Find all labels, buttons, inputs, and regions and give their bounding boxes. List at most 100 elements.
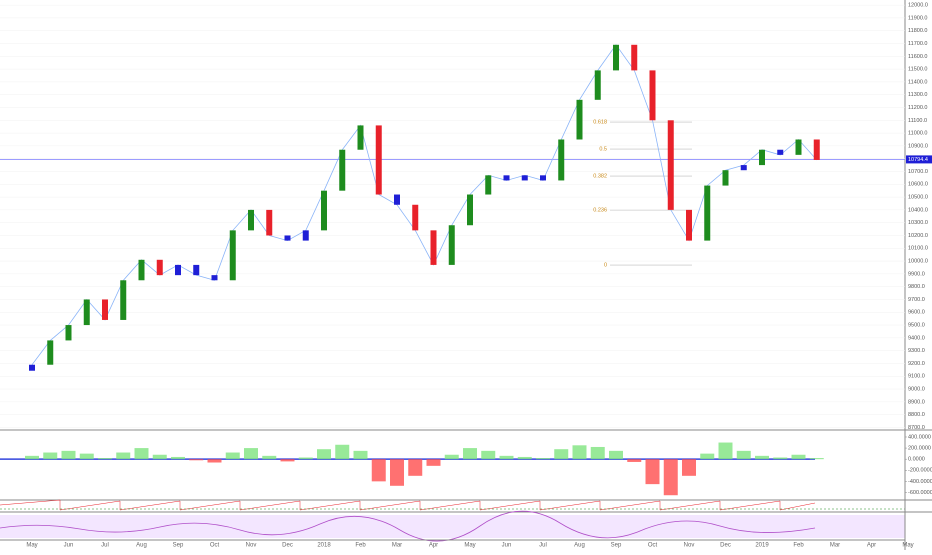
y-tick-label: 10400.0 bbox=[908, 207, 928, 213]
histogram-bar bbox=[444, 454, 459, 460]
y-tick-label: -600.0000 bbox=[908, 490, 932, 496]
histogram-bar bbox=[791, 454, 806, 460]
histogram-bar bbox=[645, 459, 660, 485]
candle bbox=[83, 299, 90, 326]
y-tick-label: 11600.0 bbox=[908, 54, 927, 60]
candle bbox=[521, 175, 528, 181]
candle bbox=[594, 70, 601, 100]
candle bbox=[722, 170, 729, 186]
y-tick-label: 11800.0 bbox=[908, 28, 927, 34]
x-tick-label: Feb bbox=[355, 543, 366, 549]
y-tick-label: 9300.0 bbox=[908, 348, 925, 354]
histogram-bar bbox=[736, 450, 751, 460]
y-tick-label: 9000.0 bbox=[908, 387, 925, 393]
y-tick-label: 11200.0 bbox=[908, 105, 927, 111]
x-tick-label: Aug bbox=[136, 543, 147, 549]
histogram-bar bbox=[517, 456, 532, 460]
histogram-bar bbox=[773, 457, 788, 460]
x-tick-label: Dec bbox=[720, 543, 731, 549]
candle bbox=[394, 194, 400, 205]
histogram-bar bbox=[499, 455, 514, 460]
x-tick-label: Sep bbox=[611, 543, 622, 549]
candle bbox=[649, 70, 656, 121]
candle bbox=[321, 190, 327, 231]
candle bbox=[813, 139, 820, 160]
candle bbox=[558, 139, 565, 181]
histogram-bar bbox=[244, 448, 258, 460]
rsi-line bbox=[0, 510, 816, 542]
candle bbox=[740, 165, 747, 171]
y-tick-label: 9100.0 bbox=[908, 374, 925, 380]
histogram-bar bbox=[298, 457, 313, 460]
y-tick-label: 10500.0 bbox=[908, 195, 928, 201]
histogram-bar bbox=[627, 459, 642, 462]
histogram-bar bbox=[554, 449, 569, 460]
y-tick-label: 9700.0 bbox=[908, 297, 925, 303]
x-tick-label: Apr bbox=[429, 543, 438, 549]
x-tick-label: Feb bbox=[793, 543, 804, 549]
candle bbox=[759, 149, 765, 166]
x-tick-label: Sep bbox=[173, 543, 184, 549]
x-tick-label: Nov bbox=[246, 543, 257, 549]
y-tick-label: 400.0000 bbox=[908, 434, 931, 440]
y-tick-label: 9400.0 bbox=[908, 335, 925, 341]
histogram-bar bbox=[189, 459, 204, 461]
candle bbox=[156, 259, 163, 276]
rsi-panel bbox=[0, 515, 905, 538]
y-tick-label: 0.0000 bbox=[908, 457, 925, 463]
histogram-bar bbox=[663, 459, 678, 496]
histogram-bar bbox=[25, 455, 39, 460]
x-tick-label: 2018 bbox=[317, 543, 331, 549]
candle bbox=[175, 264, 181, 276]
histogram-bar bbox=[134, 448, 149, 460]
x-tick-label: Jul bbox=[101, 543, 109, 549]
y-tick-label: 10900.0 bbox=[908, 143, 928, 149]
candle bbox=[631, 44, 638, 71]
price-tag bbox=[906, 155, 932, 164]
candle bbox=[229, 230, 236, 281]
price-line-path bbox=[31, 44, 818, 365]
histogram-bar bbox=[280, 459, 295, 462]
x-tick-label: Jun bbox=[64, 543, 74, 549]
histogram-bar bbox=[408, 459, 423, 476]
y-tick-label: -400.0000 bbox=[908, 479, 932, 485]
histogram-bar bbox=[335, 444, 350, 460]
candle bbox=[430, 230, 437, 265]
y-tick-label: 8700.0 bbox=[908, 425, 925, 431]
y-tick-label: 10600.0 bbox=[908, 182, 928, 188]
histogram-bar bbox=[572, 445, 587, 460]
y-tick-label: 11500.0 bbox=[908, 67, 927, 73]
y-tick-label: 10700.0 bbox=[908, 169, 928, 175]
x-tick-label: Jul bbox=[539, 543, 547, 549]
x-tick-label: Mar bbox=[830, 543, 840, 549]
histogram-bar bbox=[98, 458, 112, 460]
x-tick-label: Jun bbox=[502, 543, 512, 549]
y-tick-label: 9900.0 bbox=[908, 271, 925, 277]
histogram-bar bbox=[426, 459, 441, 466]
y-tick-label: 9500.0 bbox=[908, 323, 925, 329]
y-tick-label: 10200.0 bbox=[908, 233, 928, 239]
histogram-bar bbox=[700, 453, 715, 460]
candle bbox=[704, 185, 711, 241]
candle bbox=[120, 280, 127, 320]
y-tick-label: 11300.0 bbox=[908, 92, 927, 98]
candle bbox=[357, 125, 364, 150]
candle bbox=[503, 175, 510, 181]
histogram-bar bbox=[317, 449, 331, 460]
histogram-bar bbox=[609, 450, 623, 460]
y-tick-label: 11100.0 bbox=[908, 118, 927, 124]
candle bbox=[777, 149, 784, 155]
candle bbox=[540, 175, 546, 181]
fib-label: 0 bbox=[604, 262, 607, 268]
candle bbox=[686, 209, 692, 241]
y-tick-label: 11700.0 bbox=[908, 41, 927, 47]
histogram-bar bbox=[79, 453, 94, 460]
y-tick-label: 11000.0 bbox=[908, 131, 927, 137]
histogram-bar bbox=[152, 454, 167, 460]
x-tick-label: Nov bbox=[684, 543, 695, 549]
histogram-bar bbox=[682, 459, 696, 476]
candle bbox=[485, 175, 492, 195]
candle bbox=[193, 264, 200, 276]
